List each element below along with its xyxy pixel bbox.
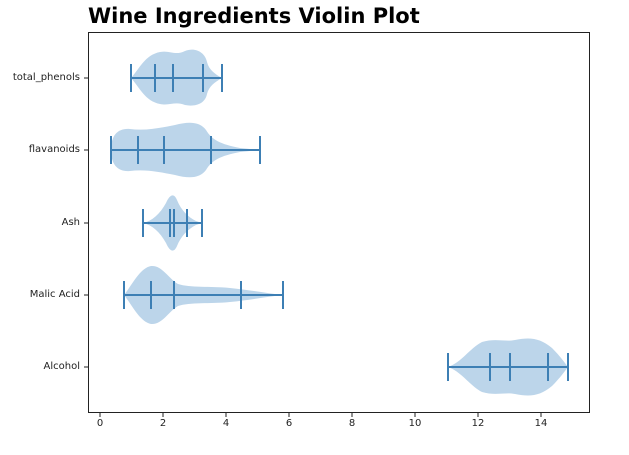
chart-title: Wine Ingredients Violin Plot [88,4,420,28]
x-tick-label: 2 [159,418,167,429]
x-tick-label: 10 [408,418,422,429]
y-tick-label-flavanoids: flavanoids [28,144,80,155]
x-tick-label: 0 [96,418,104,429]
y-tick-label-ash: Ash [61,217,80,228]
x-tick-label: 4 [222,418,230,429]
x-tick-label: 8 [348,418,356,429]
violin-ash [142,195,203,251]
violin-total-phenols [130,49,223,106]
y-tick-label-malic-acid: Malic Acid [29,289,80,300]
y-axis-ticks [84,77,88,368]
y-tick-label-total-phenols: total_phenols [12,72,80,83]
violin-malic-acid [123,265,284,325]
y-tick-label-alcohol: Alcohol [43,361,80,372]
x-axis-ticks [99,413,542,417]
violin-alcohol [447,338,569,396]
x-tick-label: 14 [534,418,548,429]
violin-flavanoids [110,122,261,178]
x-tick-label: 6 [285,418,293,429]
x-tick-label: 12 [471,418,485,429]
